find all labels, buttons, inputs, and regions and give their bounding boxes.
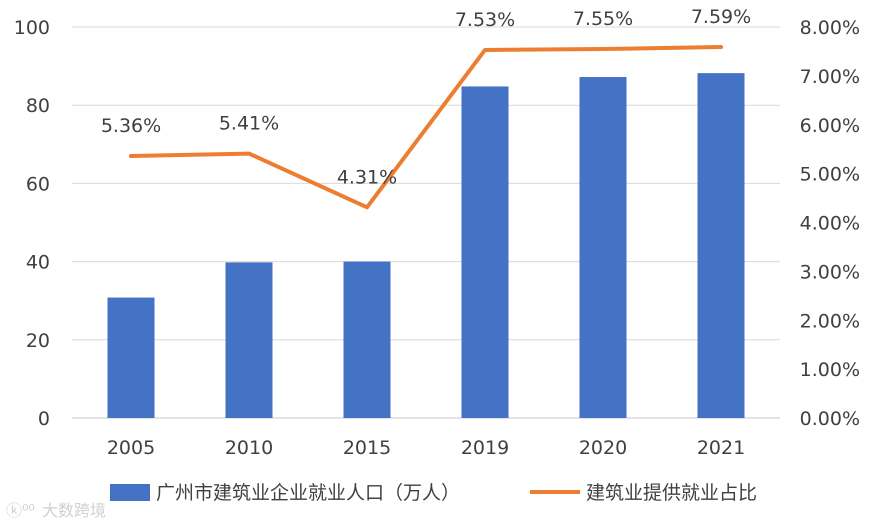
left-axis-tick-label: 20 [26,330,50,352]
right-axis-tick-label: 4.00% [800,213,860,235]
left-axis-tick-label: 0 [38,408,50,430]
line-path [129,45,723,210]
legend-bar-label: 广州市建筑业企业就业人口（万人） [156,482,460,504]
watermark-logo: ⓚ⁰⁰ [6,501,35,520]
right-axis-tick-label: 5.00% [800,164,860,186]
line-data-label: 4.31% [337,166,397,188]
right-axis-tick-label: 0.00% [800,408,860,430]
left-axis-tick-label: 80 [26,95,50,117]
right-axis-ticks: 0.00% 1.00% 2.00% 3.00% 4.00% 5.00% 6.00% 7.00%… [800,17,860,430]
line-data-label: 7.53% [455,9,515,31]
x-axis-tick-label: 2015 [343,437,391,459]
watermark-text: 大数跨境 [42,501,106,520]
bar [697,73,745,418]
bar [107,297,155,418]
x-axis-tick-label: 2005 [107,437,155,459]
bar [461,86,509,418]
bar [225,262,273,418]
x-axis-tick-label: 2010 [225,437,273,459]
line-data-label: 5.36% [101,115,161,137]
legend-line-label: 建筑业提供就业占比 [586,482,757,504]
legend: 广州市建筑业企业就业人口（万人） 建筑业提供就业占比 [110,482,757,504]
right-axis-tick-label: 2.00% [800,310,860,332]
x-axis-tick-label: 2020 [579,437,627,459]
line-data-labels: 5.36% 5.41% 4.31% 7.53% 7.55% 7.59% [101,6,751,188]
left-axis-tick-label: 40 [26,252,50,274]
bar-series [107,73,745,418]
x-axis-tick-label: 2019 [461,437,509,459]
line-series [129,45,723,210]
left-axis-ticks: 0 20 40 60 80 100 [14,17,50,430]
bar [343,261,391,418]
right-axis-tick-label: 3.00% [800,261,860,283]
left-axis-tick-label: 60 [26,173,50,195]
right-axis-tick-label: 7.00% [800,66,860,88]
right-axis-tick-label: 8.00% [800,17,860,39]
right-axis-tick-label: 1.00% [800,359,860,381]
line-data-label: 5.41% [219,113,279,135]
gridlines [72,26,780,419]
legend-bar-swatch [110,484,150,501]
bar [579,77,627,418]
left-axis-tick-label: 100 [14,17,50,39]
right-axis-tick-label: 6.00% [800,115,860,137]
line-data-label: 7.59% [691,6,751,28]
x-axis-ticks: 2005 2010 2015 2019 2020 2021 [107,437,745,459]
watermark: ⓚ⁰⁰ 大数跨境 [6,501,106,520]
line-data-label: 7.55% [573,8,633,30]
x-axis-tick-label: 2021 [697,437,745,459]
